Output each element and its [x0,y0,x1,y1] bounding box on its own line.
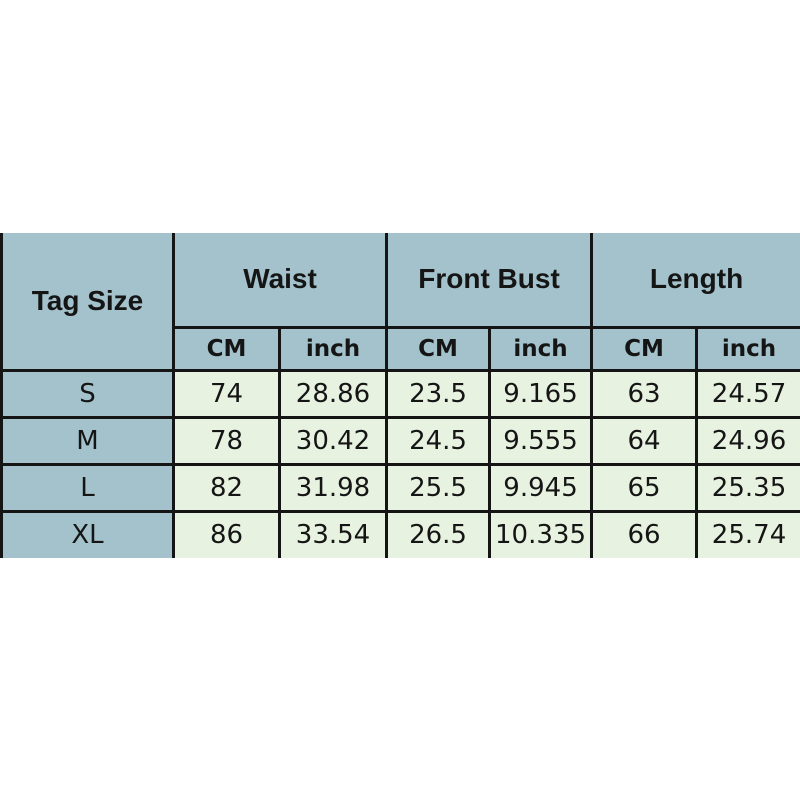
unit-header-front-bust-inch: inch [488,325,594,372]
length-inch-value: 24.96 [695,415,800,466]
unit-header-length-inch: inch [695,325,800,372]
waist-inch-value: 30.42 [277,415,389,466]
length-cm-value: 65 [590,462,699,513]
unit-header-front-bust-cm: CM [385,325,492,372]
length-cm-value: 66 [590,509,699,558]
length-cm-value: 64 [590,415,699,466]
length-inch-value: 24.57 [695,368,800,419]
size-chart-table: Tag Size Waist Front Bust Length CM inch… [0,233,800,558]
header-group-row: Tag Size Waist Front Bust Length [0,233,800,372]
header-unit-row: CM inch CM inch CM inch [2,325,800,372]
corner-header-tag-size: Tag Size [0,233,175,372]
waist-cm-value: 74 [172,368,281,419]
front-bust-inch-value: 9.165 [488,368,594,419]
waist-cm-value: 82 [172,462,281,513]
size-label: M [0,415,175,466]
unit-header-waist-inch: inch [277,325,389,372]
size-label: XL [0,509,175,558]
waist-inch-value: 28.86 [277,368,389,419]
length-inch-value: 25.35 [695,462,800,513]
front-bust-cm-value: 26.5 [385,509,492,558]
size-label: L [0,462,175,513]
table-row-size-m: M 78 30.42 24.5 9.555 64 24.96 [0,415,800,466]
table-row-size-l: L 82 31.98 25.5 9.945 65 25.35 [0,462,800,513]
waist-cm-value: 86 [172,509,281,558]
front-bust-cm-value: 23.5 [385,368,492,419]
table-row-size-s: S 74 28.86 23.5 9.165 63 24.57 [0,368,800,419]
front-bust-inch-value: 9.555 [488,415,594,466]
length-inch-value: 25.74 [695,509,800,558]
front-bust-cm-value: 25.5 [385,462,492,513]
size-label: S [0,368,175,419]
waist-inch-value: 31.98 [277,462,389,513]
length-cm-value: 63 [590,368,699,419]
waist-cm-value: 78 [172,415,281,466]
group-header-waist: Waist [171,233,389,329]
unit-header-length-cm: CM [590,325,699,372]
group-header-length: Length [590,233,800,329]
waist-inch-value: 33.54 [277,509,389,558]
group-header-front-bust: Front Bust [385,233,594,329]
unit-header-waist-cm: CM [172,325,281,372]
front-bust-cm-value: 24.5 [385,415,492,466]
front-bust-inch-value: 10.335 [488,509,594,558]
front-bust-inch-value: 9.945 [488,462,594,513]
table-row-size-xl: XL 86 33.54 26.5 10.335 66 25.74 [0,509,800,558]
